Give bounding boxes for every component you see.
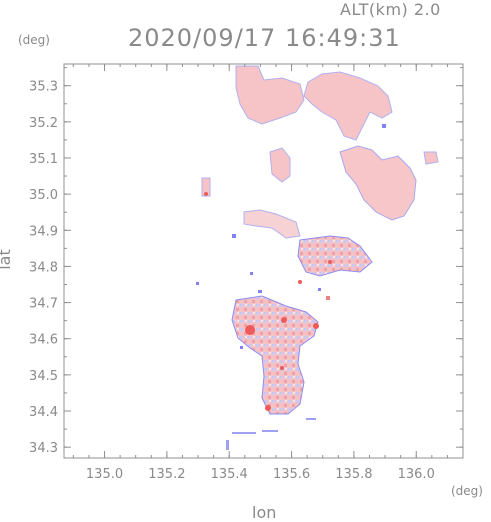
echo-region-east [339,145,417,221]
strong-echo-spot [245,325,255,335]
x-tick-label: 135.6 [273,467,310,482]
echo-region-small-3 [201,177,211,197]
strong-echo-spot [280,366,284,370]
weak-echo-speck [326,296,330,300]
timestamp: 2020/09/17 16:49:31 [128,24,401,52]
weak-echo-speck [258,290,262,293]
strong-echo-spot [281,317,287,323]
y-unit-label: (deg) [18,33,50,47]
strong-echo-spot [298,280,302,284]
y-tick-label: 34.7 [29,297,58,312]
y-tick-label: 34.9 [29,224,58,239]
altitude-label: ALT(km) 2.0 [340,0,441,19]
x-axis-label: lon [252,503,277,522]
x-axis-ticks: 135.0 135.2 135.4 135.6 135.8 136.0 [72,64,448,482]
x-unit-label: (deg) [451,484,483,498]
weak-echo-speck [318,288,321,291]
x-tick-label: 135.2 [148,467,185,482]
echo-region-south [231,295,319,415]
weak-echo-speck [232,432,256,434]
weak-echo-speck [240,346,243,349]
echo-region-small-1 [269,147,291,183]
y-axis-ticks: 35.3 35.2 35.1 35.0 34.9 34.8 34.7 34.6 34.5 34.4… [29,67,463,456]
weak-echo-speck [306,418,316,420]
weak-echo-speck [232,234,236,238]
x-tick-label: 135.8 [335,467,372,482]
echo-region-north-west [235,65,305,125]
echo-region-small-2 [423,151,439,165]
x-tick-label: 135.0 [86,467,123,482]
y-tick-label: 35.0 [29,188,58,203]
x-tick-label: 135.4 [211,467,248,482]
weak-echo-speck [262,430,278,432]
y-tick-label: 34.8 [29,260,58,275]
weak-echo-speck [250,272,253,275]
echo-region-north-east [303,71,393,141]
weak-echo-speck [196,282,199,285]
strong-echo-spot [265,405,271,411]
strong-echo-spot [313,323,319,329]
y-tick-label: 34.3 [29,441,58,456]
y-tick-label: 34.5 [29,369,58,384]
echo-region-band [297,235,373,277]
weak-echo-speck [382,124,386,128]
weak-echo-speck [226,440,229,450]
y-tick-label: 35.2 [29,116,58,131]
y-tick-label: 35.1 [29,152,58,167]
strong-echo-spot [204,192,208,196]
x-tick-label: 136.0 [398,467,435,482]
plot-frame [63,63,464,459]
y-tick-label: 34.4 [29,405,58,420]
y-tick-label: 34.6 [29,333,58,348]
echo-field [196,65,439,450]
echo-region-mid [243,209,301,239]
strong-echo-spot [328,260,332,264]
y-tick-label: 35.3 [29,80,58,95]
